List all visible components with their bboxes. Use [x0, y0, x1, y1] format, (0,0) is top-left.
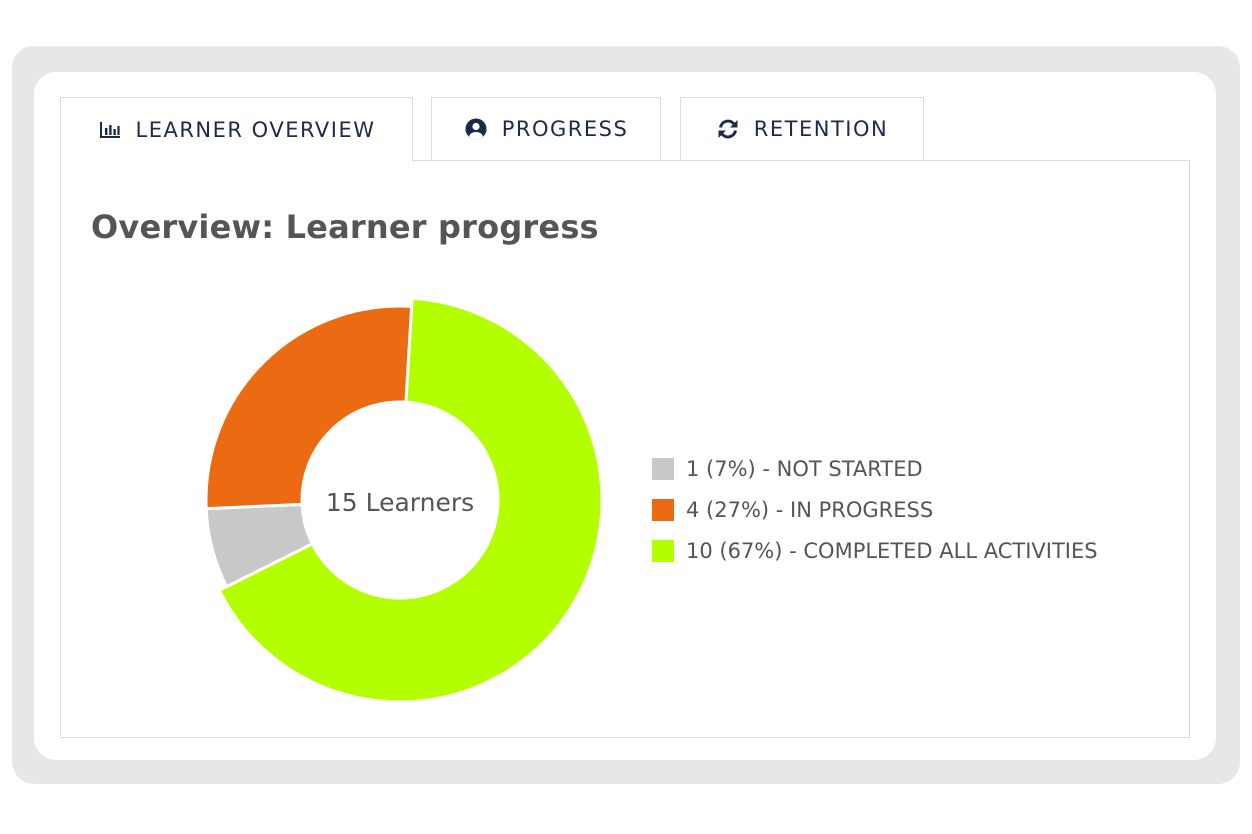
legend-swatch	[652, 498, 674, 521]
tab-learner-overview[interactable]: LEARNER OVERVIEW	[60, 97, 413, 162]
refresh-icon	[716, 117, 740, 141]
legend-label: 1 (7%) - NOT STARTED	[686, 456, 923, 481]
legend-swatch	[652, 539, 674, 562]
tab-progress[interactable]: PROGRESS	[431, 97, 661, 160]
panel-title: Overview: Learner progress	[91, 208, 599, 246]
donut-center-label: 15 Learners	[326, 488, 474, 517]
tab-label: PROGRESS	[501, 117, 629, 141]
legend-item-in-progress: 4 (27%) - IN PROGRESS	[652, 489, 1098, 530]
donut-chart: 15 Learners	[204, 296, 604, 704]
legend-label: 4 (27%) - IN PROGRESS	[686, 497, 934, 522]
tab-label: RETENTION	[753, 117, 889, 141]
user-circle-icon	[464, 117, 488, 141]
legend-item-not-started: 1 (7%) - NOT STARTED	[652, 448, 1098, 489]
legend-label: 10 (67%) - COMPLETED ALL ACTIVITIES	[686, 538, 1098, 563]
donut-slice-completed-all-activities[interactable]	[217, 296, 604, 704]
tab-label: LEARNER OVERVIEW	[135, 118, 376, 142]
tab-retention[interactable]: RETENTION	[680, 97, 924, 160]
legend-swatch	[652, 457, 674, 480]
bar-chart-icon	[98, 118, 122, 142]
donut-slice-in-progress[interactable]	[204, 304, 414, 511]
legend-item-completed: 10 (67%) - COMPLETED ALL ACTIVITIES	[652, 530, 1098, 571]
chart-legend: 1 (7%) - NOT STARTED 4 (27%) - IN PROGRE…	[652, 448, 1098, 571]
